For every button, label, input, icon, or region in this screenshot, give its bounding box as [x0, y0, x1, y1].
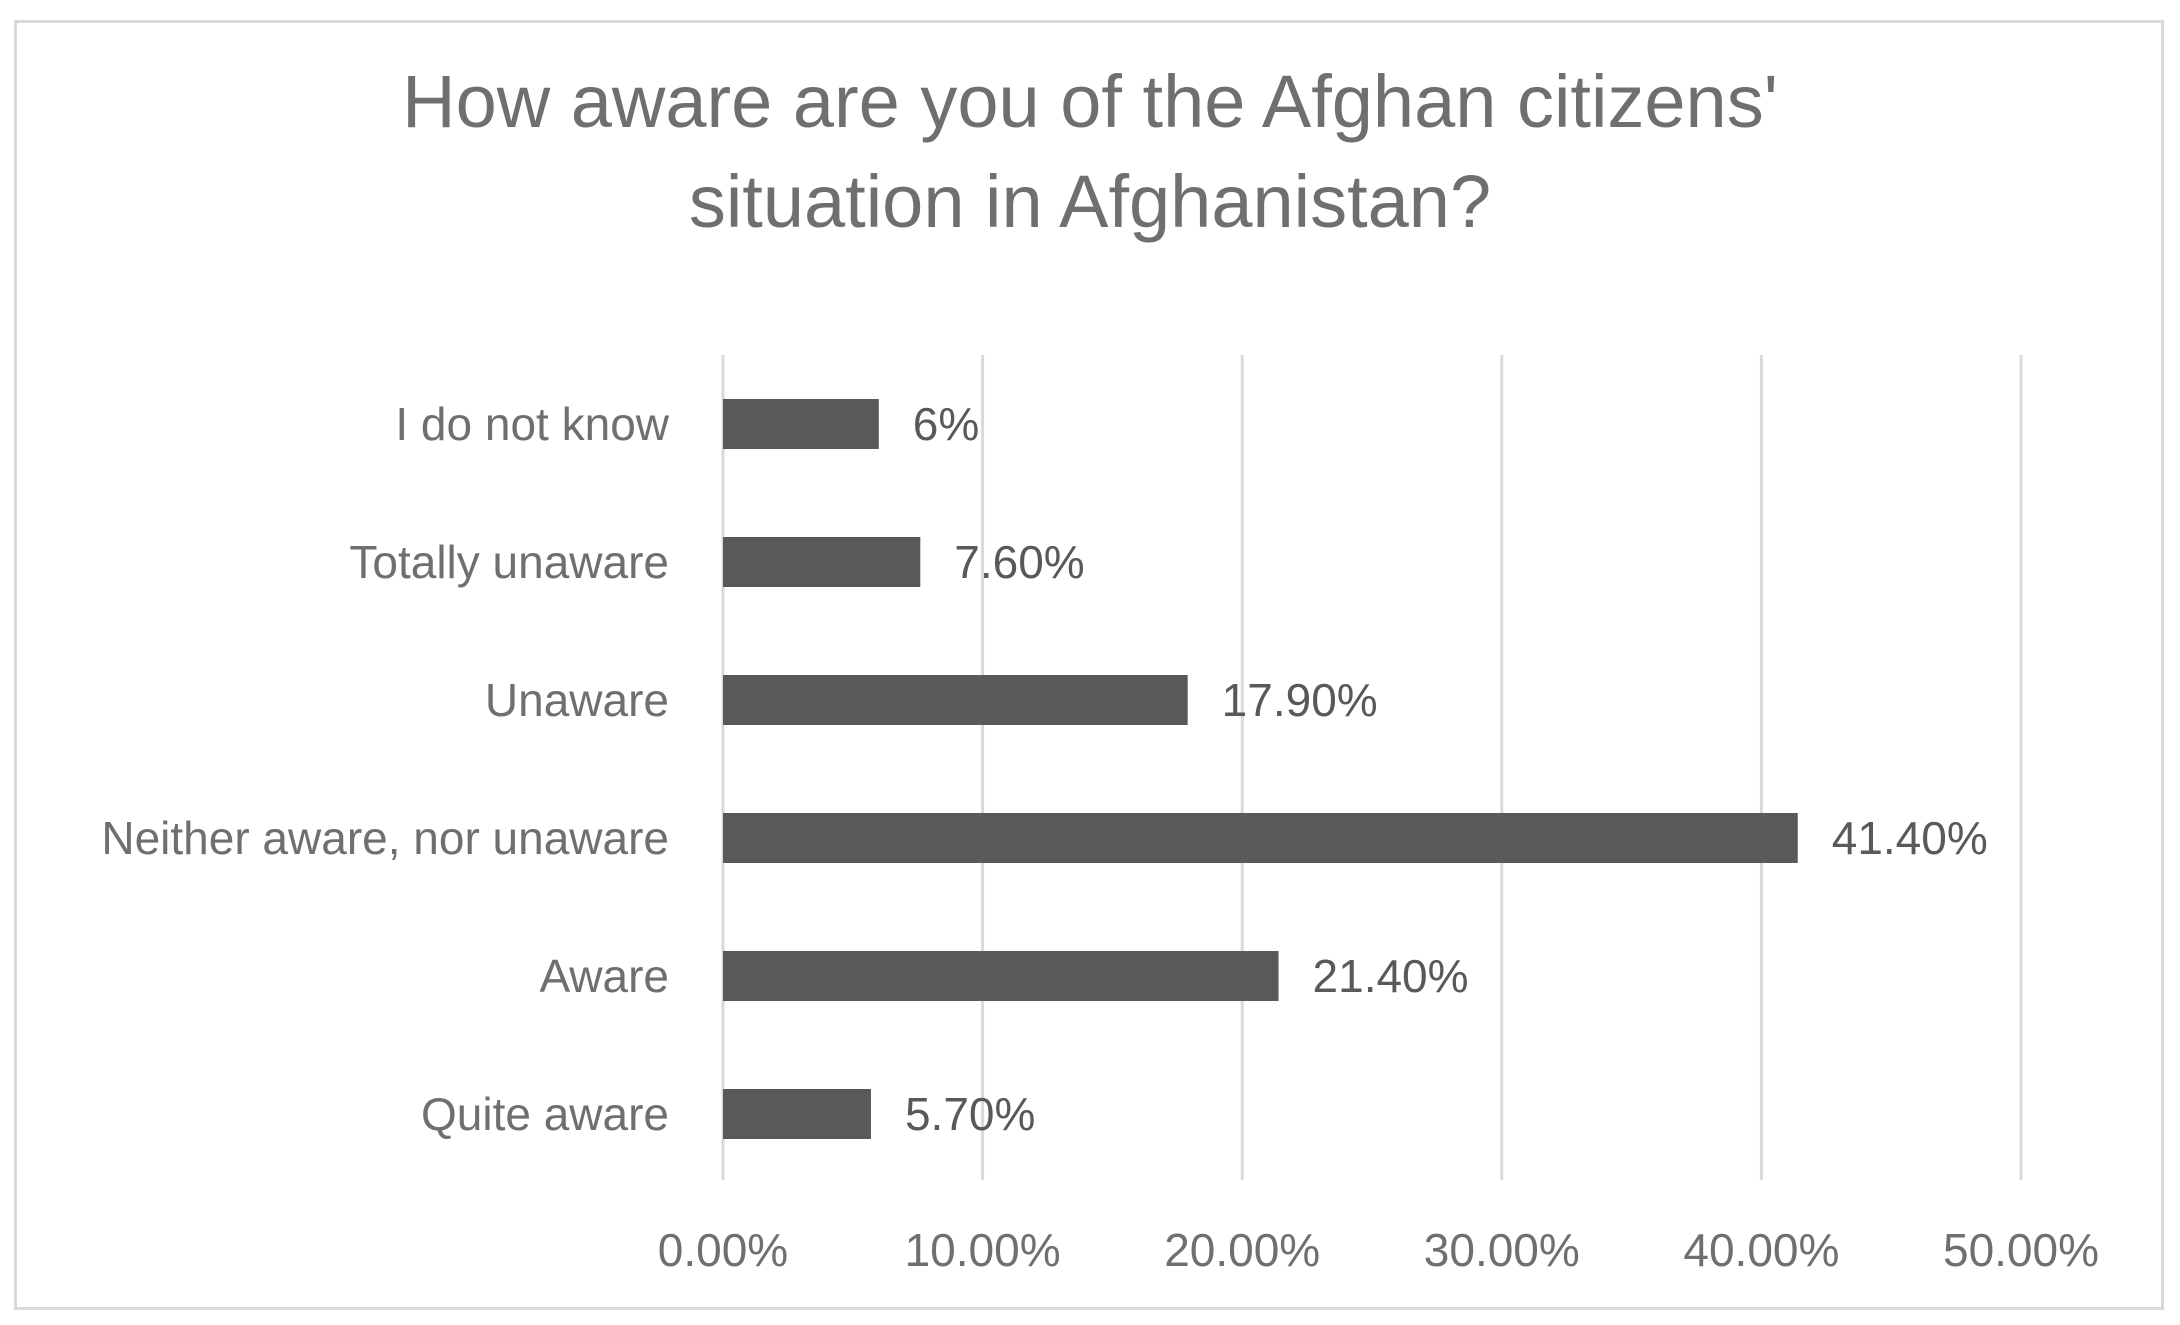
data-label: 7.60%	[954, 536, 1084, 588]
bar	[723, 675, 1188, 725]
data-label: 17.90%	[1222, 674, 1378, 726]
x-tick-label: 20.00%	[1164, 1224, 1320, 1276]
category-label: Aware	[539, 950, 669, 1002]
x-tick-label: 10.00%	[905, 1224, 1061, 1276]
chart-title: How aware are you of the Afghan citizens…	[0, 52, 2180, 252]
category-label: I do not know	[395, 398, 669, 450]
x-tick-label: 0.00%	[658, 1224, 788, 1276]
category-label: Totally unaware	[349, 536, 669, 588]
category-label: Unaware	[485, 674, 669, 726]
data-label: 6%	[913, 398, 979, 450]
bar	[723, 1089, 871, 1139]
chart-title-line-1: How aware are you of the Afghan citizens…	[402, 60, 1778, 143]
category-label: Neither aware, nor unaware	[101, 812, 669, 864]
chart-frame	[14, 20, 2164, 1310]
category-label: Quite aware	[421, 1088, 669, 1140]
chart-title-line-2: situation in Afghanistan?	[688, 160, 1492, 243]
data-label: 5.70%	[905, 1088, 1035, 1140]
x-tick-label: 50.00%	[1943, 1224, 2099, 1276]
bar	[723, 399, 879, 449]
bar	[723, 951, 1279, 1001]
x-tick-label: 30.00%	[1424, 1224, 1580, 1276]
x-tick-label: 40.00%	[1683, 1224, 1839, 1276]
bar	[723, 813, 1798, 863]
bar	[723, 537, 921, 587]
data-label: 41.40%	[1832, 812, 1988, 864]
data-label: 21.40%	[1313, 950, 1469, 1002]
